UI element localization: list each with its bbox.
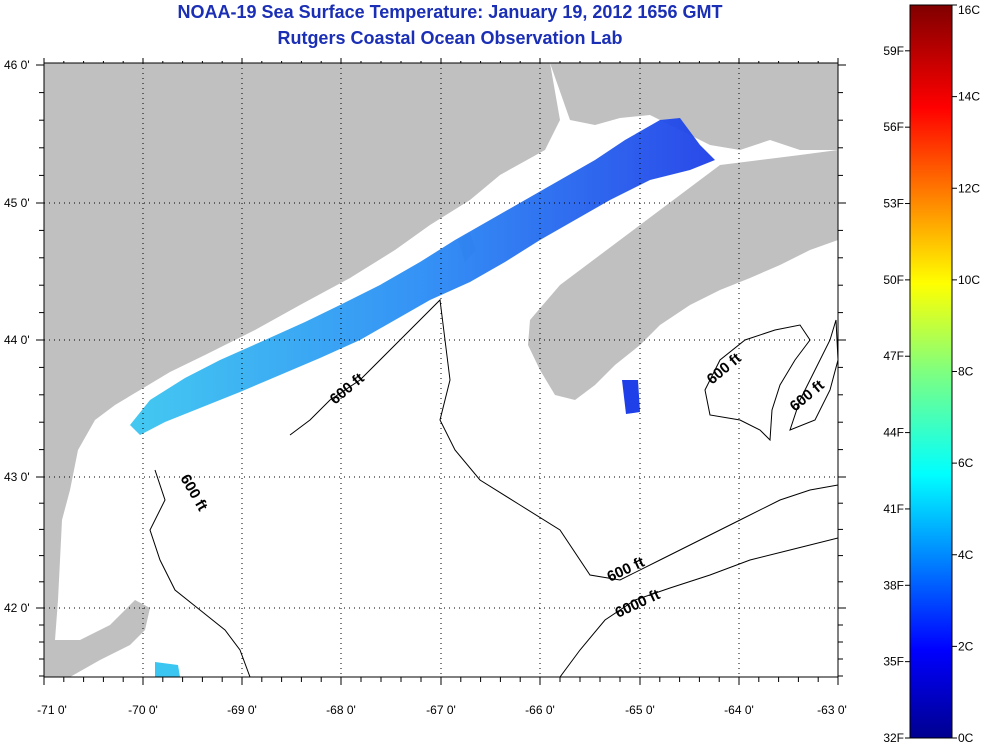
lat-label: 46 0' <box>4 58 30 72</box>
colorbar-label-f: 53F <box>883 197 904 211</box>
land-cape-cod <box>44 600 150 677</box>
lon-label: -70 0' <box>128 703 158 717</box>
colorbar-label-c: 4C <box>958 548 974 562</box>
land-new-england <box>44 63 560 677</box>
colorbar-label-c: 0C <box>958 731 974 745</box>
lat-label: 44 0' <box>4 333 30 347</box>
colorbar-label-c: 8C <box>958 365 974 379</box>
colorbar-label-c: 2C <box>958 639 974 653</box>
colorbar-label-c: 16C <box>958 3 980 17</box>
contour-600ft-east-a <box>704 324 811 442</box>
colorbar-label-f: 47F <box>883 349 904 363</box>
lon-label: -67 0' <box>426 703 456 717</box>
colorbar <box>909 4 953 739</box>
lat-label: 45 0' <box>4 196 30 210</box>
lat-label: 42 0' <box>4 601 30 615</box>
colorbar-label-f: 44F <box>883 426 904 440</box>
colorbar-label-f: 32F <box>883 731 904 745</box>
contour-600ft-east-b <box>789 319 838 431</box>
lon-label: -66 0' <box>525 703 555 717</box>
colorbar-label-f: 38F <box>883 578 904 592</box>
land-nova-scotia <box>528 150 838 400</box>
colorbar-label-f: 50F <box>883 273 904 287</box>
contour-6000ft <box>559 537 838 677</box>
colorbar-label-f: 59F <box>883 44 904 58</box>
colorbar-label-c: 10C <box>958 273 980 287</box>
sst-swath <box>130 118 715 435</box>
colorbar-label-f: 41F <box>883 502 904 516</box>
lon-label: -69 0' <box>227 703 257 717</box>
colorbar-label-f: 56F <box>883 120 904 134</box>
lon-label: -65 0' <box>625 703 655 717</box>
colorbar-label-f: 35F <box>883 655 904 669</box>
lon-label: -63 0' <box>817 703 847 717</box>
contour-600ft-west <box>149 469 251 677</box>
colorbar-label-c: 14C <box>958 90 980 104</box>
lon-label: -68 0' <box>326 703 356 717</box>
contour-600ft-central <box>289 298 838 581</box>
sst-nova-scotia-patch <box>622 380 640 414</box>
map-axes: -71 0' -70 0' -69 0' -68 0' -67 0' -66 0' -65 … <box>4 58 847 717</box>
colorbar-label-c: 12C <box>958 181 980 195</box>
map-subtitle: Rutgers Coastal Ocean Observation Lab <box>277 28 623 48</box>
land-new-brunswick <box>550 63 838 150</box>
map-title: NOAA-19 Sea Surface Temperature: January… <box>177 2 723 22</box>
lon-label: -71 0' <box>37 703 67 717</box>
sst-cape-cod-patch <box>155 662 180 677</box>
colorbar-labels: 16C 14C 12C 10C 8C 6C 4C 2C 0C 59F 56F 53F 50F 47F 44F… <box>883 3 980 745</box>
lat-label: 43 0' <box>4 470 30 484</box>
lon-label: -64 0' <box>724 703 754 717</box>
colorbar-label-c: 6C <box>958 456 974 470</box>
